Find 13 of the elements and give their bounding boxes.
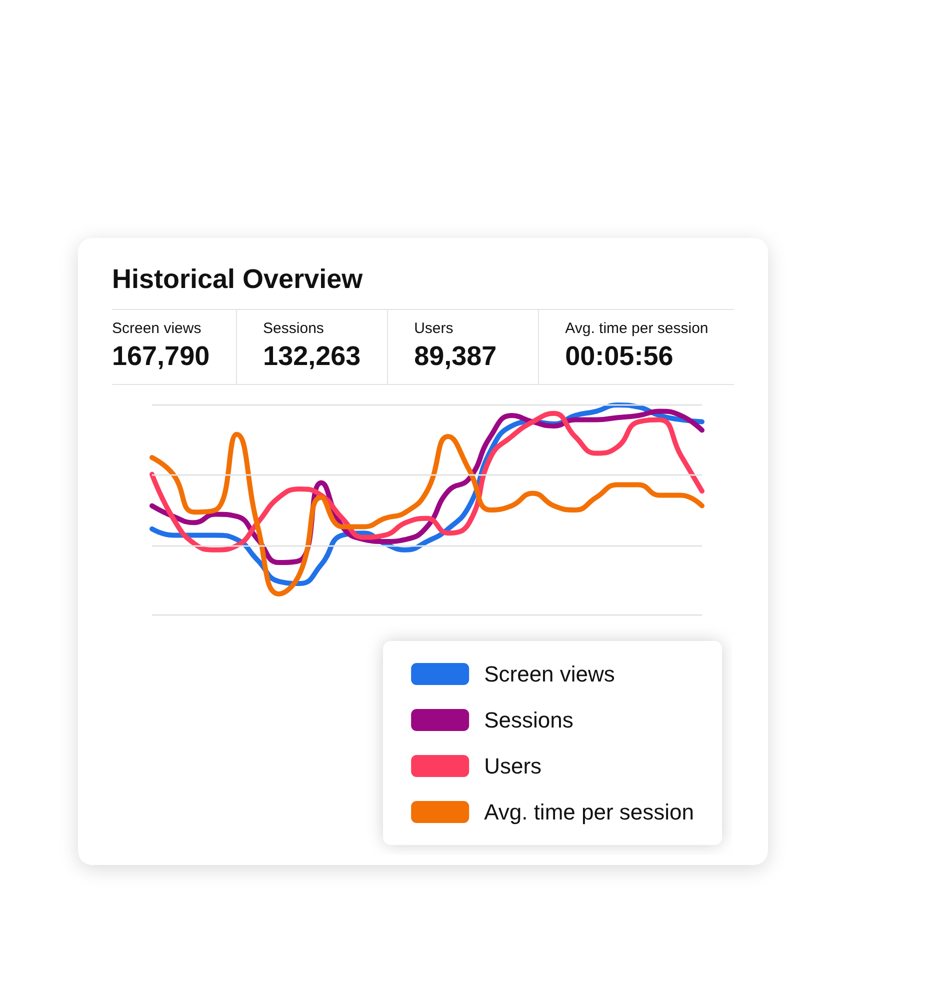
text: 89,387 [414,341,498,372]
text: Avg. time per session [565,320,710,337]
text: Users [414,320,454,337]
chart-title: Historical Overview [112,264,364,295]
text: 00:05:56 [565,341,674,372]
text: Screen views [112,320,202,337]
legend-label: Avg. time per session [484,800,694,824]
legend-label: Sessions [484,708,574,732]
legend-label: Users [484,754,542,778]
text: Sessions [263,320,325,337]
text: 132,263 [263,341,362,372]
legend-label: Screen views [484,662,615,686]
text: 167,790 [112,341,211,372]
